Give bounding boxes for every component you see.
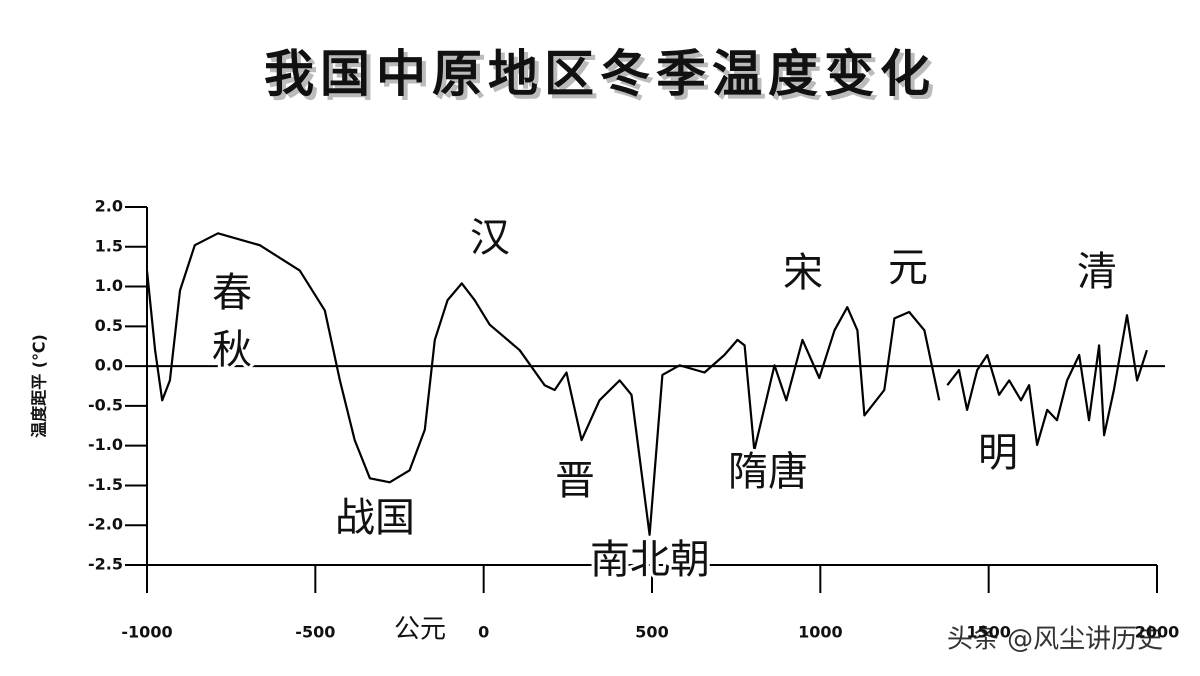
x-tick-label: 1500 (966, 623, 1011, 642)
y-tick-label: -1.5 (88, 475, 123, 494)
x-axis-label: 公元 (394, 615, 446, 645)
y-tick-label: -1.0 (88, 435, 123, 454)
dynasty-label: 晋 (555, 458, 595, 504)
dynasty-label: 宋 (783, 250, 823, 296)
y-tick-label: -0.5 (88, 395, 123, 414)
dynasty-label: 春 (212, 270, 252, 316)
temperature-line (145, 232, 1148, 536)
dynasty-label: 明 (978, 430, 1018, 476)
dynasty-label: 元 (888, 245, 928, 291)
watermark: 头条 @风尘讲历史 (947, 625, 1163, 655)
y-tick-label: 0.0 (95, 356, 123, 375)
y-tick-label: 2.0 (95, 197, 123, 216)
dynasty-label: 秋 (212, 327, 252, 373)
dynasty-label: 南北朝 (590, 537, 710, 583)
chart-title-shadow: 我国中原地区冬季温度变化 (268, 48, 940, 107)
x-tick-label: -500 (295, 623, 335, 642)
y-tick-label: 1.0 (95, 276, 123, 295)
x-tick-label: 1000 (798, 623, 843, 642)
dynasty-label: 汉 (470, 215, 510, 261)
x-tick-label: -1000 (121, 623, 172, 642)
x-tick-label: 500 (635, 623, 668, 642)
y-tick-label: 1.5 (95, 236, 123, 255)
dynasty-label: 隋唐 (728, 449, 808, 495)
y-axis-label: 温度距平 (℃) (30, 334, 49, 439)
y-tick-label: 0.5 (95, 316, 123, 335)
x-tick-label: 0 (478, 623, 489, 642)
x-tick-label: 2000 (1135, 623, 1180, 642)
dynasty-label: 清 (1077, 249, 1117, 295)
dynasty-label: 战国 (335, 495, 415, 541)
chart-title: 我国中原地区冬季温度变化 (264, 44, 936, 103)
y-tick-label: -2.5 (88, 555, 123, 574)
y-tick-label: -2.0 (88, 515, 123, 534)
